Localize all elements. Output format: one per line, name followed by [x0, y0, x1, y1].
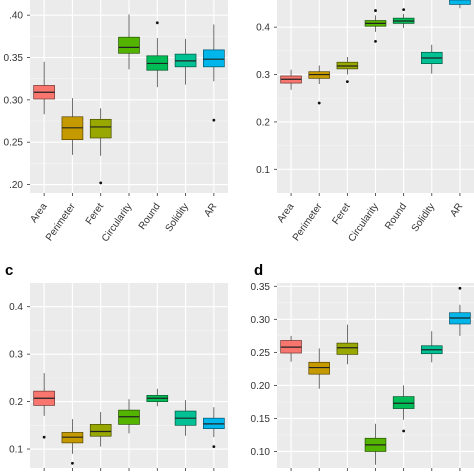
box-body — [308, 361, 330, 375]
box-perimeter — [61, 98, 84, 155]
y-tick-label: 0.35 — [4, 53, 24, 64]
outlier-point — [374, 9, 377, 12]
box-perimeter — [61, 419, 84, 465]
box-body — [89, 118, 112, 139]
panel-letter-label: c — [5, 262, 13, 279]
boxes — [280, 0, 471, 105]
box-solidity — [174, 400, 197, 436]
box-ar — [203, 24, 225, 122]
outlier-point — [402, 8, 406, 12]
y-tick-label: 0.4 — [256, 23, 270, 34]
y-tick-label: 0.15 — [251, 414, 271, 425]
box-area — [280, 335, 302, 362]
outlier-point — [212, 118, 216, 122]
box-circularity — [364, 9, 387, 43]
boxes — [33, 373, 225, 465]
y-tick-label: 0.4 — [9, 302, 23, 313]
x-category-label: Feret — [330, 201, 353, 227]
y-tick-label: 0.2 — [256, 117, 270, 128]
box-circularity — [364, 423, 387, 465]
x-category-label: Round — [137, 201, 163, 231]
box-feret — [336, 57, 359, 84]
x-category-label: Area — [28, 201, 49, 225]
box-body — [336, 342, 359, 355]
y-tick-label: .20 — [9, 180, 23, 191]
y-tick-label: 0.2 — [9, 397, 23, 408]
y-tick-label: 0.1 — [256, 165, 270, 176]
box-feret — [89, 412, 112, 447]
y-tick-label: 0.3 — [9, 350, 23, 361]
box-perimeter — [308, 65, 330, 105]
box-ar — [449, 286, 471, 336]
box-round — [392, 8, 415, 29]
outlier-point — [99, 181, 103, 185]
x-category-label: AR — [448, 201, 465, 219]
box-round — [146, 21, 169, 88]
outlier-point — [71, 461, 74, 465]
x-category-label: Perimeter — [44, 201, 78, 243]
gridlines — [277, 283, 474, 468]
panel-d: 0.10 0.15 0.20 0.25 0.30 0.35 d — [251, 262, 474, 471]
y-tick-label: 0.20 — [251, 381, 271, 392]
box-body — [449, 0, 471, 5]
y-tick-label: 0.10 — [251, 447, 271, 458]
y-tick-label: 0.3 — [256, 70, 270, 81]
y-tick-label: 0.1 — [9, 445, 23, 456]
box-feret — [336, 324, 359, 365]
box-area — [33, 373, 55, 439]
y-tick-label: 0.25 — [4, 138, 24, 149]
box-ar — [203, 407, 225, 449]
boxes — [33, 14, 225, 185]
x-category-label: AR — [202, 201, 219, 219]
box-area — [33, 61, 55, 115]
y-tick-label: 0.30 — [4, 95, 24, 106]
outlier-point — [212, 445, 216, 449]
outlier-point — [42, 435, 46, 439]
boxes — [280, 286, 471, 465]
y-tick-label: 0.25 — [251, 348, 271, 359]
box-feret — [89, 108, 112, 185]
outlier-point — [155, 21, 159, 25]
outlier-point — [458, 286, 462, 290]
x-category-label: Area — [275, 201, 296, 225]
box-solidity — [174, 38, 197, 85]
panel-c: 0.1 0.2 0.3 0.4 c — [5, 262, 228, 471]
x-category-label: Perimeter — [291, 201, 325, 243]
box-perimeter — [308, 348, 330, 389]
outlier-point — [374, 39, 377, 43]
x-category-label: Solidity — [164, 201, 192, 234]
outlier-point — [402, 429, 406, 433]
x-category-label: Solidity — [410, 201, 438, 234]
gridlines — [277, 0, 474, 193]
box-circularity — [118, 14, 140, 70]
box-round — [146, 388, 169, 407]
box-area — [280, 69, 302, 90]
box-solidity — [421, 331, 443, 363]
box-body — [89, 424, 112, 437]
y-tick-label: .40 — [9, 11, 23, 22]
y-tick-label: 0.30 — [251, 315, 271, 326]
box-solidity — [421, 44, 443, 74]
box-round — [392, 385, 415, 433]
box-circularity — [118, 399, 140, 434]
x-category-label: Feret — [84, 201, 107, 227]
box-body — [203, 49, 225, 68]
outlier-point — [345, 80, 349, 84]
panel-letter-label: d — [254, 262, 263, 279]
x-category-label: Round — [383, 201, 409, 231]
y-tick-label: 0.35 — [251, 282, 271, 293]
box-ar — [449, 0, 471, 9]
outlier-point — [317, 101, 321, 105]
box-body — [392, 396, 415, 409]
box-body — [118, 36, 140, 54]
